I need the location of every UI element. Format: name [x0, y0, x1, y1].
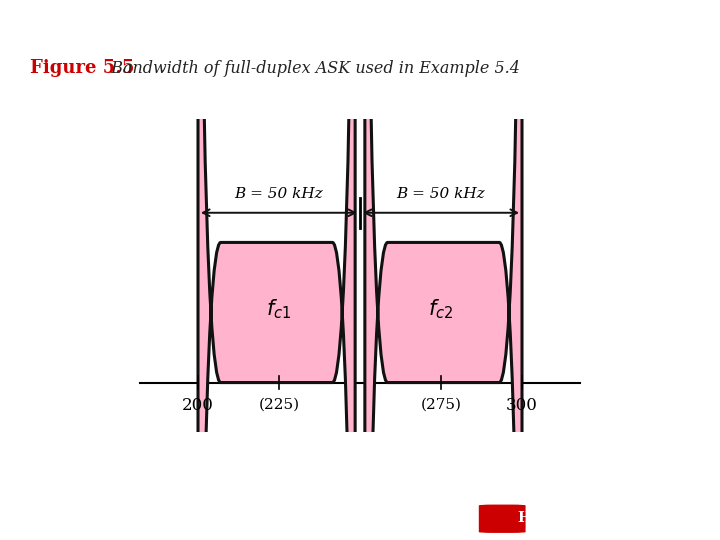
- Text: Figure 5.5: Figure 5.5: [30, 59, 135, 77]
- Text: 300: 300: [506, 397, 538, 414]
- Text: Bandwidth of full-duplex ASK used in Example 5.4: Bandwidth of full-duplex ASK used in Exa…: [101, 59, 520, 77]
- Text: Http://netwk.hannam.ac.kr: Http://netwk.hannam.ac.kr: [16, 511, 197, 524]
- Text: $f_{c2}$: $f_{c2}$: [428, 298, 454, 321]
- Text: B = 50 kHz: B = 50 kHz: [397, 187, 485, 201]
- Text: 15: 15: [695, 510, 716, 525]
- Text: B = 50 kHz: B = 50 kHz: [235, 187, 323, 201]
- Text: 200: 200: [182, 397, 214, 414]
- Text: HANNAM  UNIVERSITY: HANNAM UNIVERSITY: [518, 511, 714, 525]
- Text: (275): (275): [420, 397, 462, 411]
- Text: $f_{c1}$: $f_{c1}$: [266, 298, 292, 321]
- FancyBboxPatch shape: [479, 504, 526, 533]
- FancyBboxPatch shape: [365, 0, 522, 540]
- FancyBboxPatch shape: [198, 0, 355, 540]
- Text: (225): (225): [258, 397, 300, 411]
